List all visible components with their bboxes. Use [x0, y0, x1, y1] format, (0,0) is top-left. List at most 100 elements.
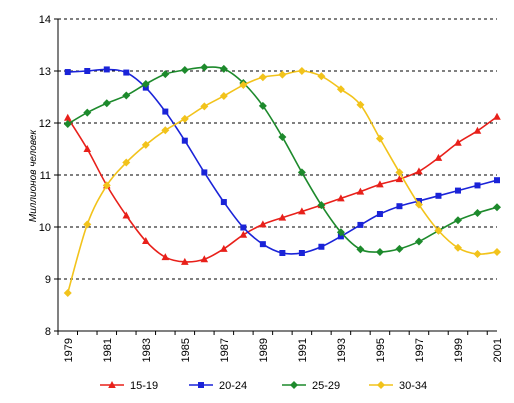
- axes: [54, 18, 497, 335]
- data-point: [396, 203, 403, 210]
- data-point: [317, 72, 326, 81]
- data-point: [142, 237, 150, 245]
- legend-label: 15-19: [130, 380, 158, 392]
- data-point: [122, 91, 131, 100]
- legend-item: 25-29: [282, 380, 340, 392]
- y-tick-label: 13: [39, 66, 51, 78]
- data-point: [473, 250, 482, 259]
- legend-marker: [377, 381, 385, 389]
- data-point: [258, 73, 267, 82]
- y-tick-label: 10: [39, 222, 51, 234]
- data-point: [278, 133, 287, 142]
- data-point: [278, 70, 287, 79]
- data-point: [318, 243, 325, 250]
- legend-item: 30-34: [369, 380, 427, 392]
- y-tick-label: 8: [45, 326, 51, 338]
- data-point: [122, 158, 131, 167]
- data-point: [395, 244, 404, 253]
- y-axis-label: Миллионов человек: [28, 129, 39, 223]
- x-tick-label: 1987: [219, 338, 231, 362]
- data-point: [201, 169, 208, 176]
- data-point: [181, 137, 188, 144]
- x-tick-labels: 1979 1981 1983 1985 1987 1989 1991 1993 1995 1997…: [63, 338, 504, 362]
- data-point: [259, 241, 266, 248]
- data-point: [200, 102, 209, 111]
- data-point: [435, 192, 442, 199]
- data-point: [258, 101, 267, 110]
- data-point: [297, 67, 306, 75]
- data-point: [84, 68, 91, 74]
- x-tick-label: 1989: [258, 338, 270, 362]
- y-tick-label: 14: [39, 14, 51, 26]
- gridlines: [58, 18, 497, 280]
- y-tick-labels: 8 9 10 11 12 13 14: [39, 14, 51, 338]
- data-point: [298, 250, 305, 256]
- data-point: [356, 100, 365, 109]
- data-point: [454, 187, 461, 194]
- x-tick-label: 2001: [492, 338, 504, 362]
- data-point: [219, 91, 228, 100]
- data-point: [414, 200, 423, 209]
- legend-marker: [108, 381, 116, 388]
- x-tick-label: 1997: [414, 338, 426, 362]
- data-point: [473, 126, 482, 134]
- data-point: [239, 81, 248, 90]
- legend-marker: [290, 381, 298, 389]
- y-tick-label: 12: [39, 118, 51, 130]
- data-point: [434, 153, 443, 161]
- data-point: [161, 253, 170, 261]
- data-point: [102, 181, 111, 190]
- data-point: [493, 112, 501, 120]
- legend-item: 15-19: [100, 380, 158, 392]
- x-tick-label: 1993: [336, 338, 348, 362]
- data-point: [161, 70, 170, 79]
- x-tick-label: 1985: [180, 338, 192, 362]
- data-point: [63, 120, 72, 129]
- data-point: [494, 177, 500, 184]
- data-point: [278, 213, 287, 221]
- data-point: [376, 211, 383, 217]
- x-tick-label: 1983: [141, 338, 153, 362]
- data-point: [415, 167, 423, 175]
- data-point: [123, 69, 130, 76]
- data-point: [162, 108, 169, 115]
- y-axis-title: Миллионов человек: [28, 129, 39, 223]
- data-point: [83, 108, 92, 117]
- data-point: [83, 220, 92, 229]
- data-point: [493, 247, 501, 256]
- data-point: [297, 168, 306, 177]
- series-30-34: [63, 67, 501, 298]
- data-point: [180, 114, 189, 123]
- data-point: [356, 245, 365, 254]
- data-point: [493, 203, 501, 212]
- data-point: [375, 134, 384, 143]
- legend-label: 20-24: [219, 380, 247, 392]
- data-point: [63, 113, 72, 121]
- data-point: [180, 65, 189, 74]
- data-point: [356, 187, 365, 195]
- data-point: [474, 182, 481, 189]
- data-point: [473, 208, 482, 217]
- data-point: [141, 80, 150, 88]
- data-point: [200, 63, 209, 72]
- x-tick-label: 1995: [375, 338, 387, 362]
- x-tick-label: 1999: [453, 338, 465, 362]
- data-point: [83, 145, 92, 152]
- data-point: [376, 180, 384, 188]
- data-point: [298, 207, 306, 215]
- data-point: [122, 211, 131, 219]
- data-point: [395, 175, 404, 183]
- data-point: [102, 99, 111, 108]
- x-tick-label: 1991: [297, 338, 309, 362]
- data-point: [200, 255, 209, 263]
- data-point: [63, 289, 72, 298]
- data-point: [375, 247, 384, 256]
- data-point: [161, 126, 170, 135]
- data-point: [219, 64, 228, 73]
- data-point: [220, 244, 228, 252]
- data-point: [454, 138, 462, 146]
- data-point: [259, 220, 267, 228]
- data-point: [317, 201, 326, 210]
- data-point: [453, 243, 462, 252]
